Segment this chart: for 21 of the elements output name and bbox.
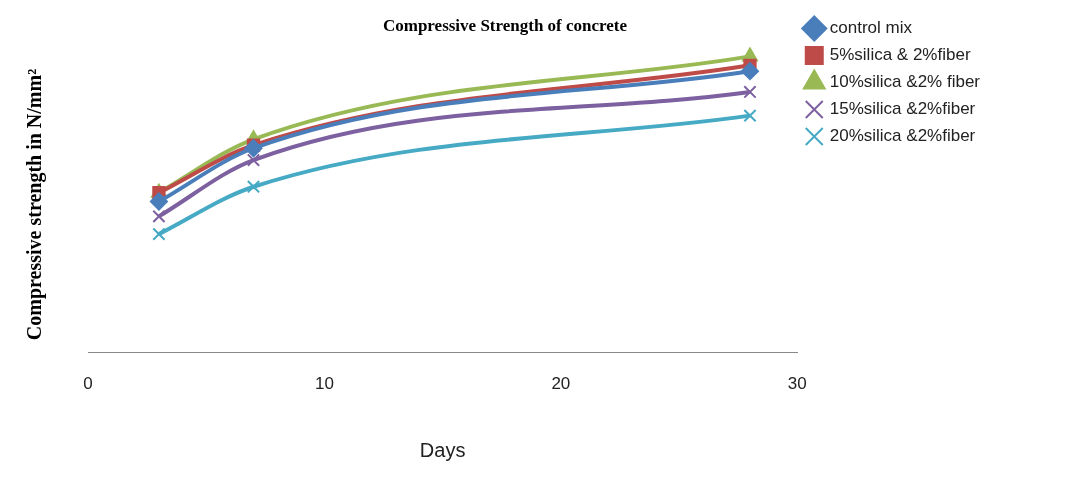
y-axis-title: Compressive strength in N/mm² (23, 68, 47, 341)
point (149, 192, 168, 211)
legend-label: 10%silica &2% fiber (829, 72, 981, 92)
point (743, 85, 757, 99)
point (152, 209, 166, 224)
point (246, 153, 261, 167)
point (244, 139, 263, 158)
point (740, 62, 759, 81)
chart-title: Compressive Strength of concrete (382, 15, 628, 35)
point (246, 180, 261, 194)
legend-label: 20%silica &2%fiber (829, 126, 976, 146)
x-axis-title: Days (419, 438, 466, 461)
x-tick-label: 20 (551, 374, 571, 394)
x-tick-label: 30 (787, 374, 807, 394)
legend-label: 5%silica & 2%fiber (829, 45, 971, 65)
x-tick-label: 0 (83, 374, 93, 394)
legend-label: control mix (829, 18, 913, 38)
point (743, 108, 757, 123)
legend-label: 15%silica &2%fiber (829, 99, 976, 119)
x-tick-label: 10 (314, 374, 334, 394)
point (152, 227, 166, 241)
